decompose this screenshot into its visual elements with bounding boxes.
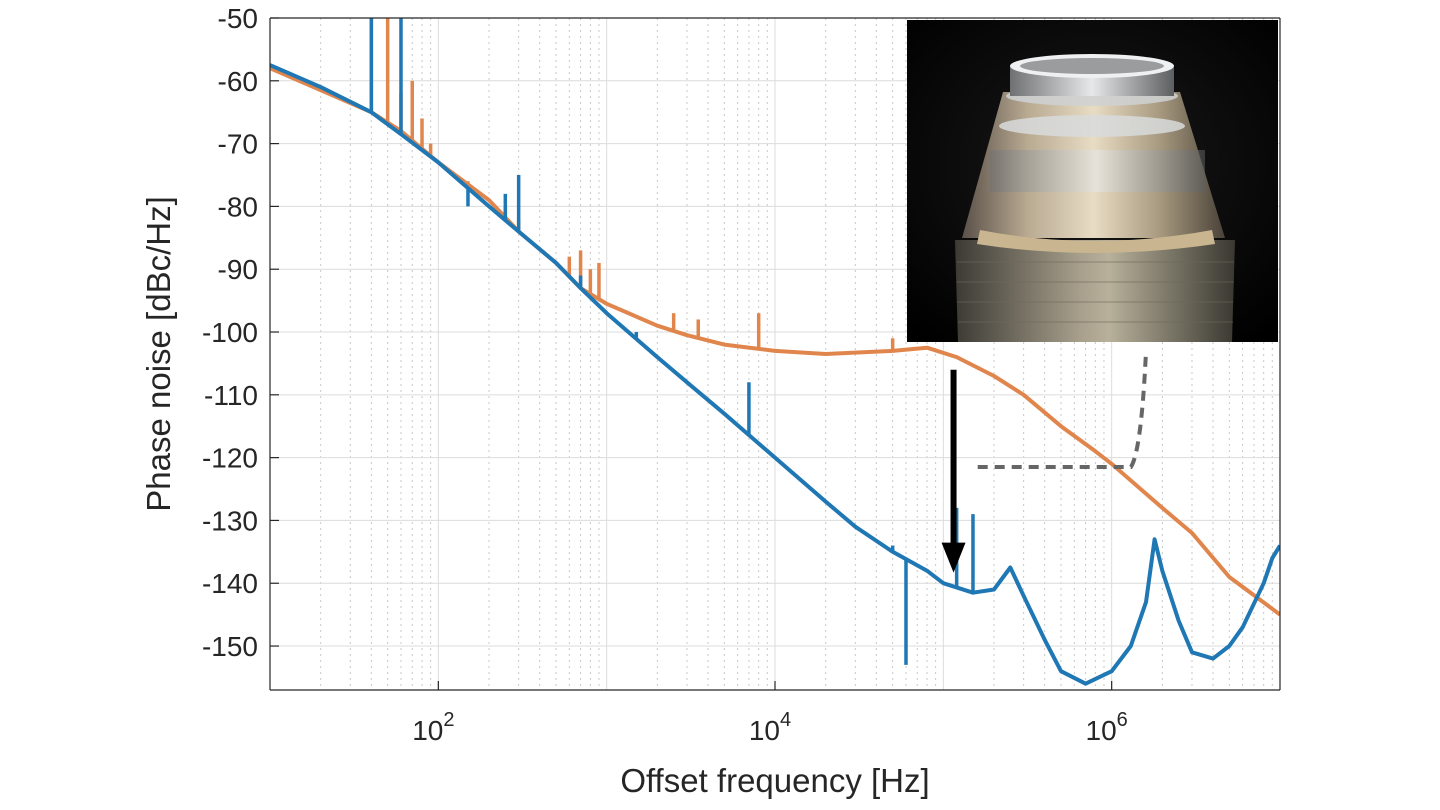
y-tick-label: -130	[202, 505, 258, 536]
y-tick-label: -100	[202, 317, 258, 348]
y-tick-label: -150	[202, 631, 258, 662]
inset-resonator-photo	[907, 20, 1278, 342]
y-axis-title: Phase noise [dBc/Hz]	[140, 196, 177, 512]
y-tick-label: -110	[204, 380, 258, 411]
y-tick-label: -90	[218, 254, 258, 285]
x-tick-label: 104	[749, 709, 791, 746]
series-line-2	[270, 63, 1280, 686]
x-tick-label: 102	[412, 709, 454, 746]
y-tick-label: -120	[202, 443, 258, 474]
arrow-head	[941, 542, 966, 573]
y-tick-label: -80	[218, 191, 258, 222]
series-layer	[270, 18, 1280, 686]
dashed-connector	[977, 350, 1149, 470]
axes: -50 -60 -70 -80 -90 -100 -110 -120 -130 -140 -150 1…	[140, 3, 1281, 799]
y-tick-label: -140	[202, 568, 258, 599]
x-tick-label: 106	[1086, 709, 1128, 746]
y-tick-label: -50	[218, 3, 258, 34]
y-tick-label: -70	[218, 129, 258, 160]
x-axis-title: Offset frequency [Hz]	[620, 762, 929, 799]
annotations	[941, 350, 1149, 573]
y-tick-label: -60	[218, 66, 258, 97]
